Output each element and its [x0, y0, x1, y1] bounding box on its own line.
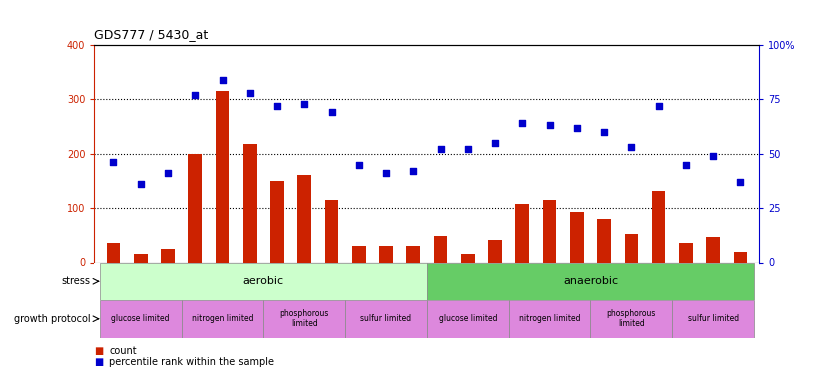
Bar: [427, 300, 509, 338]
Text: sulfur limited: sulfur limited: [360, 314, 411, 323]
Point: [298, 101, 311, 107]
Bar: [100, 262, 427, 300]
Bar: [597, 219, 611, 262]
Bar: [679, 243, 693, 262]
Bar: [488, 240, 502, 262]
Text: anaerobic: anaerobic: [563, 276, 618, 286]
Bar: [270, 181, 284, 262]
Bar: [433, 236, 447, 262]
Point: [734, 179, 747, 185]
Bar: [181, 300, 264, 338]
Bar: [189, 154, 202, 262]
Point: [406, 168, 420, 174]
Text: percentile rank within the sample: percentile rank within the sample: [109, 357, 274, 367]
Text: nitrogen limited: nitrogen limited: [519, 314, 580, 323]
Text: count: count: [109, 346, 137, 355]
Bar: [672, 300, 754, 338]
Text: GDS777 / 5430_at: GDS777 / 5430_at: [94, 28, 209, 41]
Bar: [325, 200, 338, 262]
Bar: [509, 300, 590, 338]
Point: [270, 103, 283, 109]
Bar: [516, 204, 529, 262]
Bar: [625, 234, 638, 262]
Text: nitrogen limited: nitrogen limited: [192, 314, 253, 323]
Point: [352, 162, 365, 168]
Bar: [379, 246, 393, 262]
Text: growth protocol: growth protocol: [14, 314, 90, 324]
Bar: [107, 243, 121, 262]
Bar: [100, 300, 181, 338]
Text: glucose limited: glucose limited: [438, 314, 497, 323]
Bar: [161, 249, 175, 262]
Point: [434, 146, 447, 152]
Point: [598, 129, 611, 135]
Point: [325, 110, 338, 116]
Point: [625, 144, 638, 150]
Bar: [543, 200, 557, 262]
Bar: [652, 191, 665, 262]
Bar: [590, 300, 672, 338]
Point: [488, 140, 502, 146]
Bar: [352, 246, 365, 262]
Point: [516, 120, 529, 126]
Point: [652, 103, 665, 109]
Bar: [345, 300, 427, 338]
Point: [243, 90, 256, 96]
Text: sulfur limited: sulfur limited: [687, 314, 739, 323]
Text: ■: ■: [94, 357, 103, 367]
Bar: [216, 91, 229, 262]
Bar: [733, 252, 747, 262]
Bar: [570, 212, 584, 262]
Text: phosphorous
limited: phosphorous limited: [607, 309, 656, 328]
Bar: [706, 237, 720, 262]
Text: phosphorous
limited: phosphorous limited: [280, 309, 329, 328]
Point: [134, 181, 147, 187]
Bar: [461, 254, 475, 262]
Bar: [264, 300, 345, 338]
Text: ■: ■: [94, 346, 103, 355]
Point: [379, 170, 392, 176]
Bar: [134, 254, 148, 262]
Point: [189, 92, 202, 98]
Point: [162, 170, 175, 176]
Point: [707, 153, 720, 159]
Text: glucose limited: glucose limited: [112, 314, 170, 323]
Bar: [427, 262, 754, 300]
Text: stress: stress: [62, 276, 90, 286]
Point: [461, 146, 475, 152]
Text: aerobic: aerobic: [243, 276, 284, 286]
Point: [216, 77, 229, 83]
Bar: [243, 144, 257, 262]
Point: [679, 162, 692, 168]
Point: [571, 124, 584, 130]
Bar: [406, 246, 420, 262]
Point: [543, 123, 556, 129]
Point: [107, 159, 120, 165]
Bar: [297, 176, 311, 262]
